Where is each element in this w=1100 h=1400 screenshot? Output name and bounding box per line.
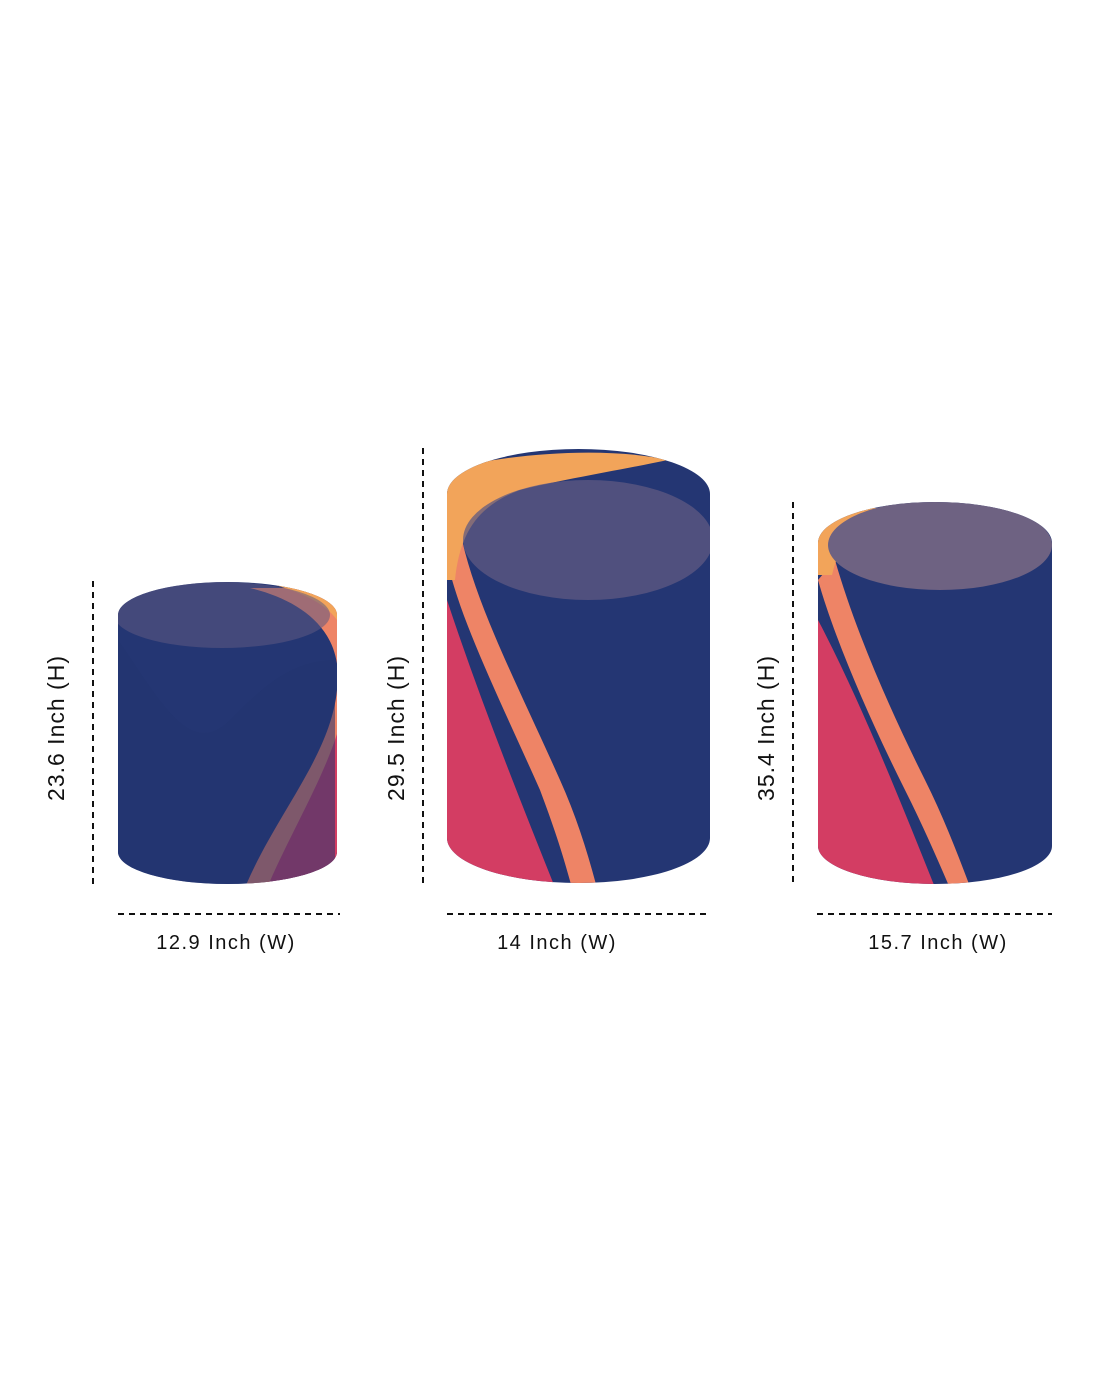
cylinder-small-top [118, 582, 330, 648]
width-label-medium: 14 Inch (W) [497, 932, 617, 954]
height-label-small: 23.6 Inch (H) [43, 655, 69, 801]
cylinder-large-orange-stripe [818, 560, 975, 884]
width-label-small: 12.9 Inch (W) [156, 932, 296, 954]
width-label-large: 15.7 Inch (W) [868, 932, 1008, 954]
cylinder-medium-top [463, 480, 710, 600]
height-label-medium: 29.5 Inch (H) [383, 655, 409, 801]
height-label-large: 35.4 Inch (H) [753, 655, 779, 801]
cylinder-medium-orange-top [447, 452, 668, 580]
cylinder-large [818, 502, 1052, 884]
cylinder-medium-pink-band [447, 600, 560, 883]
cylinder-small [118, 582, 337, 884]
cylinder-small-shadow [118, 640, 335, 884]
cylinder-large-top [828, 502, 1052, 590]
cylinder-medium [447, 449, 710, 883]
cylinder-medium-orange-stripe [447, 540, 600, 883]
cylinder-large-pink-band [818, 620, 940, 884]
